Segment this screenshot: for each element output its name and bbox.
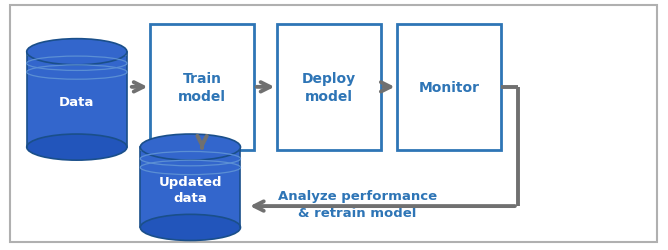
Text: Data: Data: [59, 96, 94, 109]
Ellipse shape: [140, 214, 240, 240]
Bar: [397, 25, 501, 150]
FancyBboxPatch shape: [10, 6, 657, 242]
Ellipse shape: [27, 40, 127, 66]
Polygon shape: [140, 152, 240, 228]
Bar: [150, 25, 254, 150]
Bar: [277, 25, 381, 150]
Text: Monitor: Monitor: [419, 80, 480, 94]
Text: Deploy
model: Deploy model: [302, 71, 356, 104]
Text: Analyze performance
& retrain model: Analyze performance & retrain model: [278, 189, 437, 219]
Text: Train
model: Train model: [178, 71, 226, 104]
Polygon shape: [27, 56, 127, 148]
Ellipse shape: [140, 134, 240, 160]
Ellipse shape: [27, 134, 127, 160]
Text: Updated
data: Updated data: [158, 176, 222, 204]
